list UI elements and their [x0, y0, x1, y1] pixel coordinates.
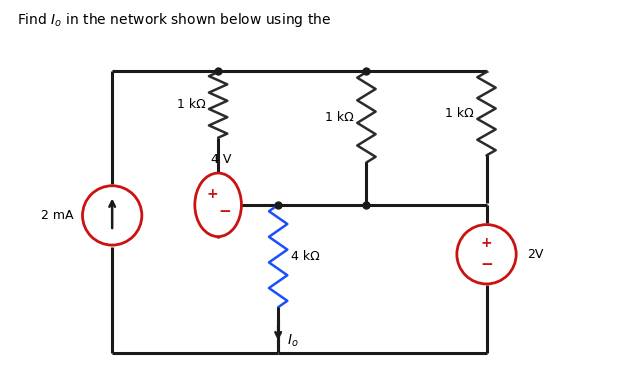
Text: +: + — [481, 236, 493, 250]
Text: 1 kΩ: 1 kΩ — [445, 107, 474, 120]
Ellipse shape — [195, 173, 242, 237]
Text: Find $I_o$ in the network shown below using the: Find $I_o$ in the network shown below us… — [17, 11, 331, 29]
Text: +: + — [207, 187, 218, 201]
Text: 1 kΩ: 1 kΩ — [325, 111, 354, 124]
Text: 4 kΩ: 4 kΩ — [291, 250, 320, 263]
Text: 2 mA: 2 mA — [41, 209, 74, 222]
Text: 4 V: 4 V — [212, 153, 232, 166]
Text: −: − — [219, 204, 231, 220]
Text: −: − — [480, 258, 493, 272]
Circle shape — [82, 186, 142, 245]
Text: 2V: 2V — [527, 248, 544, 261]
Text: $I_o$: $I_o$ — [287, 333, 298, 349]
Circle shape — [457, 225, 516, 284]
Text: 1 kΩ: 1 kΩ — [177, 98, 205, 111]
